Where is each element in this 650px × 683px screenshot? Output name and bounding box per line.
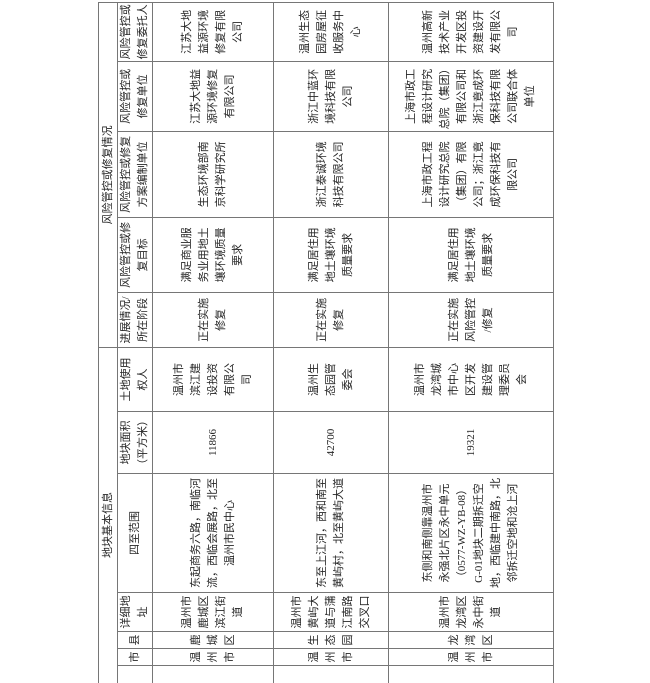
group-header-plot-basic-info: 地块基本信息 xyxy=(98,347,118,683)
cell-client: 温州生态 园房屋征 收服务中 心 xyxy=(273,2,389,62)
table-row: 温 州 市 鹿 城 区 温州市 鹿城区 滨江街 道 东起商务六路，南临河 流，西… xyxy=(152,2,274,683)
cell-county: 鹿 城 区 xyxy=(152,631,274,649)
cell-target: 满足商业服 务业用地土 壤环境质量 要求 xyxy=(152,217,274,293)
cell-land-user: 温州市 滨江建 设投资 有限公 司 xyxy=(152,347,274,412)
table-row: 温 州 市 生 态 园 温州市 黄屿大 道与蒲 江南路 交叉口 东至上江河，西和… xyxy=(273,2,389,683)
cell-progress: 正在实施 修复 xyxy=(273,292,389,348)
col-header-area: 地块面积 （平方米） xyxy=(117,411,153,474)
cell-plan-unit: 生态环境部南 京科学研究所 xyxy=(152,131,274,218)
cell-land-user: 温州生 态园管 委会 xyxy=(273,347,389,412)
col-header-county: 县 xyxy=(117,631,153,649)
col-header-target: 风险管控或修 复目标 xyxy=(117,217,153,293)
col-header-address: 详细地 址 xyxy=(117,592,153,632)
cell-target: 满足居住用 地土壤环境 质量要求 xyxy=(273,217,389,293)
column-header-row: 市 县 详细地 址 四至范围 地块面积 （平方米） 土地使用 权人 进展情况/ … xyxy=(117,2,153,683)
cell-address: 温州市 黄屿大 道与蒲 江南路 交叉口 xyxy=(273,592,389,632)
cell-city: 温 州 市 xyxy=(152,648,274,666)
col-header-boundaries: 四至范围 xyxy=(117,473,153,593)
table-row: 温 州 市 龙 湾 区 温州市 龙湾区 永中街 道 东侧和南侧靠温州市 永强北片… xyxy=(388,2,554,683)
col-header-progress: 进展情况/ 所在阶段 xyxy=(117,292,153,348)
cell-area: 11866 xyxy=(152,411,274,474)
cell-address: 温州市 龙湾区 永中街 道 xyxy=(388,592,554,632)
col-header-city: 市 xyxy=(117,648,153,666)
cell-plot-name xyxy=(273,665,389,683)
cell-plot-name xyxy=(152,665,274,683)
cell-land-user: 温州市 龙湾城 市中心 区开发 建设管 理委员 会 xyxy=(388,347,554,412)
cell-county: 龙 湾 区 xyxy=(388,631,554,649)
cell-plan-unit: 上海市政工程 设计研究总院 （集团）有限 公司；浙江竟 成环保科技有 限公司 xyxy=(388,131,554,218)
cell-area: 42700 xyxy=(273,411,389,474)
cell-area: 19321 xyxy=(388,411,554,474)
cell-address: 温州市 鹿城区 滨江街 道 xyxy=(152,592,274,632)
cell-plan-unit: 浙江泰诚环境 科技有限公司 xyxy=(273,131,389,218)
group-header-row: 地块基本信息 风险管控或修复情况 xyxy=(98,2,118,683)
cell-city: 温 州 市 xyxy=(388,648,554,666)
cell-progress: 正在实施 修复 xyxy=(152,292,274,348)
cell-county: 生 态 园 xyxy=(273,631,389,649)
col-header-land-user: 土地使用 权人 xyxy=(117,347,153,412)
group-header-risk-control: 风险管控或修复情况 xyxy=(98,2,118,348)
remediation-registry-table: 地块基本信息 风险管控或修复情况 市 县 详细地 址 四至范围 地块面积 （平方… xyxy=(98,2,554,683)
col-header-client: 风险管控或 修复委托人 xyxy=(117,2,153,62)
cell-progress: 正在实施 风险管控 /修复 xyxy=(388,292,554,348)
cell-remediation-unit: 江苏大地益 源环境修复 有限公司 xyxy=(152,61,274,132)
cell-client: 温州高新 技术产业 开发区投 资建设开 发有限公 司 xyxy=(388,2,554,62)
rotated-table-wrapper: 地块基本信息 风险管控或修复情况 市 县 详细地 址 四至范围 地块面积 （平方… xyxy=(98,2,554,683)
col-header-plot-name xyxy=(117,665,153,683)
cell-boundaries: 东侧和南侧靠温州市 永强北片区永中单元 （0577-WZ-YB-08） G-01… xyxy=(388,473,554,593)
cell-remediation-unit: 浙江中蓝环 境科技有限 公司 xyxy=(273,61,389,132)
cell-client: 江苏大地 益源环境 修复有限 公司 xyxy=(152,2,274,62)
cell-target: 满足居住用 地土壤环境 质量要求 xyxy=(388,217,554,293)
col-header-remediation-unit: 风险管控或 修复单位 xyxy=(117,61,153,132)
cell-boundaries: 东起商务六路，南临河 流，西临会展路，北至 温州市民中心 xyxy=(152,473,274,593)
cell-plot-name xyxy=(388,665,554,683)
cell-boundaries: 东至上江河，西和南至 黄屿村，北至黄屿大道 xyxy=(273,473,389,593)
cell-city: 温 州 市 xyxy=(273,648,389,666)
cell-remediation-unit: 上海市政工 程设计研究 总院（集团） 有限公司和 浙江竟成环 保科技有限 公司联… xyxy=(388,61,554,132)
col-header-plan-unit: 风险管控或修复 方案编制单位 xyxy=(117,131,153,218)
